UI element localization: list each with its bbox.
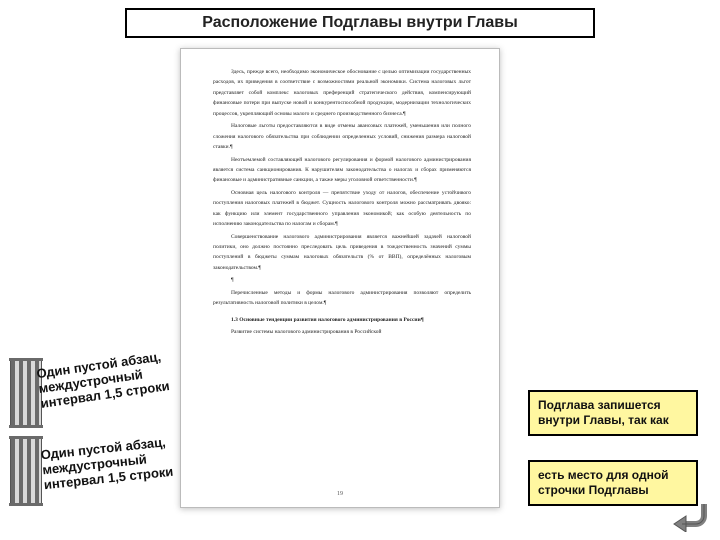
doc-para: Перечисленные методы и формы налогового … xyxy=(213,288,471,309)
title-box: Расположение Подглавы внутри Главы xyxy=(125,8,595,38)
callout-top: Подглава запишется внутри Главы, так как xyxy=(528,390,698,436)
slide-stage: Расположение Подглавы внутри Главы Здесь… xyxy=(0,0,720,540)
doc-heading: 1.3 Основные тенденции развития налогово… xyxy=(213,315,471,325)
doc-para: Неотъемлемой составляющей налогового рег… xyxy=(213,155,471,186)
document-page: Здесь, прежде всего, необходимо экономич… xyxy=(180,48,500,508)
doc-para: Совершенствование налогового администрир… xyxy=(213,232,471,274)
title-text: Расположение Подглавы внутри Главы xyxy=(202,14,518,32)
doc-para: ¶ xyxy=(213,275,471,285)
document-body: Здесь, прежде всего, необходимо экономич… xyxy=(213,67,471,338)
page-number: 19 xyxy=(181,491,499,497)
doc-para: Развитие системы налогового администриро… xyxy=(213,327,471,337)
doc-para: Налоговые льготы предоставляются в виде … xyxy=(213,121,471,152)
return-arrow-icon xyxy=(668,498,710,532)
bracket-marker-bottom xyxy=(10,438,42,504)
return-button[interactable] xyxy=(668,498,710,532)
doc-para: Основная цель налогового контроля — преп… xyxy=(213,188,471,230)
note-top: Один пустой абзац, междустрочный интерва… xyxy=(36,345,201,412)
doc-para: Здесь, прежде всего, необходимо экономич… xyxy=(213,67,471,119)
